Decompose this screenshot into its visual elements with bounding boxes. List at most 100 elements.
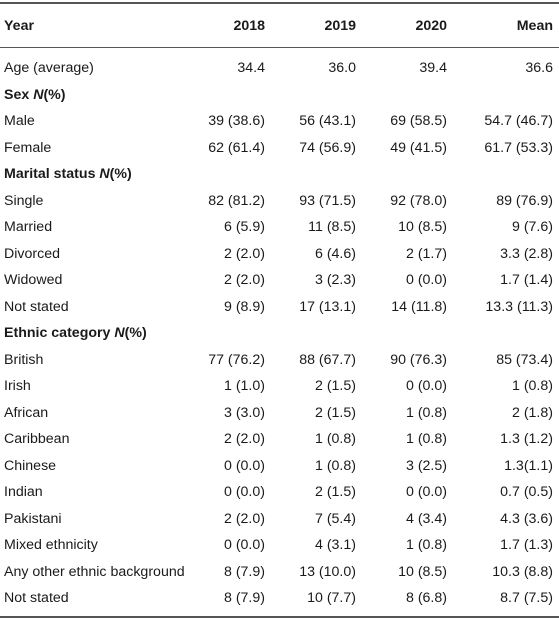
bottom-rule [0,616,559,618]
row-label: Indian [4,484,43,500]
section-label: Sex N(%) [4,82,66,108]
table-row: Female 62 (61.4) 74 (56.9) 49 (41.5) 61.7 (5… [0,135,559,161]
header-row: Year 2018 2019 2020 Mean [0,13,559,39]
cell-2018: 34.4 [237,60,265,76]
table-row: Mixed ethnicity 0 (0.0) 4 (3.1) 1 (0.8) 1.7 … [0,532,559,558]
cell-2019: 13 (10.0) [299,563,356,580]
header-rule [0,47,559,48]
cell-2020: 3 (2.5) [405,457,447,474]
cell-2019: 10 (7.7) [307,590,356,606]
cell-2018: 39 (38.6) [208,113,265,129]
cell-2018: 2 (2.0) [223,245,265,262]
cell-mean: 85 (73.4) [496,351,553,368]
cell-2018: 6 (5.9) [223,219,265,235]
table-row: Single 82 (81.2) 93 (71.5) 92 (78.0) 89 (76.… [0,188,559,214]
cell-2018: 0 (0.0) [223,537,265,553]
section-suffix: (%) [109,166,132,182]
cell-2018: 62 (61.4) [208,139,265,156]
row-label: African [4,404,49,421]
cell-2020: 0 (0.0) [405,484,447,500]
row-label: Pakistani [4,510,62,527]
header-cell-mean: Mean [516,18,553,34]
cell-mean: 89 (76.9) [496,192,553,209]
section-header-row: Ethnic category N(%) [0,320,559,346]
row-label: Married [4,219,53,235]
cell-mean: 4.3 (3.6) [500,510,553,527]
cell-2019: 3 (2.3) [314,272,356,288]
header-cell-2018: 2018 [233,18,265,34]
cell-2019: 2 (1.5) [314,378,356,394]
cell-mean: 10.3 (8.8) [492,563,553,580]
cell-2018: 8 (7.9) [223,590,265,606]
table-row: African 3 (3.0) 2 (1.5) 1 (0.8) 2 (1.8) [0,400,559,426]
cell-2019: 4 (3.1) [314,537,356,553]
section-suffix: (%) [124,325,147,341]
section-header-row: Sex N(%) [0,82,559,108]
section-suffix: (%) [43,86,66,103]
cell-2019: 6 (4.6) [314,245,356,262]
row-label: Age (average) [4,60,94,76]
table-row: Pakistani 2 (2.0) 7 (5.4) 4 (3.4) 4.3 (3.6) [0,506,559,532]
table-row: Male 39 (38.6) 56 (43.1) 69 (58.5) 54.7 (46.… [0,108,559,134]
cell-2020: 49 (41.5) [390,139,447,156]
section-title: Sex [4,86,34,103]
cell-mean: 2 (1.8) [511,404,553,421]
section-label: Marital status N(%) [4,161,132,187]
cell-2020: 4 (3.4) [405,510,447,527]
section-title: Marital status [4,166,100,182]
cell-mean: 61.7 (53.3) [484,139,553,156]
header-cell-2020: 2020 [415,18,447,34]
cell-2019: 1 (0.8) [314,431,356,447]
section-unit: N [99,166,110,182]
cell-2020: 90 (76.3) [390,351,447,368]
cell-2019: 56 (43.1) [299,113,356,129]
cell-mean: 13.3 (11.3) [485,298,553,315]
cell-2020: 8 (6.8) [405,590,447,606]
cell-2018: 9 (8.9) [223,298,265,315]
cell-mean: 1.7 (1.4) [500,272,553,288]
top-rule [0,2,559,4]
section-header-row: Marital status N(%) [0,161,559,187]
row-label: Any other ethnic background [4,563,185,580]
table-row: Age (average) 34.4 36.0 39.4 36.6 [0,55,559,81]
row-label: Divorced [4,245,60,262]
cell-2020: 1 (0.8) [405,431,447,447]
header-cell-2019: 2019 [324,18,356,34]
cell-2018: 2 (2.0) [223,510,265,527]
table-row: Not stated 9 (8.9) 17 (13.1) 14 (11.8) 13.3 … [0,294,559,320]
cell-2019: 93 (71.5) [299,192,356,209]
row-label: Female [4,139,52,156]
cell-mean: 3.3 (2.8) [500,245,553,262]
cell-2019: 2 (1.5) [314,484,356,500]
row-label: Widowed [4,272,63,288]
cell-2018: 8 (7.9) [223,563,265,580]
cell-2018: 0 (0.0) [223,484,265,500]
row-label: Chinese [4,457,57,474]
cell-2018: 2 (2.0) [223,431,265,447]
cell-2020: 1 (0.8) [405,537,447,553]
table-row: Indian 0 (0.0) 2 (1.5) 0 (0.0) 0.7 (0.5) [0,479,559,505]
cell-2019: 2 (1.5) [314,404,356,421]
row-label: British [4,351,44,368]
cell-mean: 1.3(1.1) [504,457,553,474]
cell-2018: 0 (0.0) [223,457,265,474]
table-row: Caribbean 2 (2.0) 1 (0.8) 1 (0.8) 1.3 (1.2) [0,426,559,452]
cell-2020: 92 (78.0) [390,192,447,209]
section-unit: N [114,325,125,341]
table-row: British 77 (76.2) 88 (67.7) 90 (76.3) 85 (73… [0,347,559,373]
cell-2019: 1 (0.8) [314,457,356,474]
cell-2019: 17 (13.1) [299,298,356,315]
table-row: Any other ethnic background 8 (7.9) 13 (10… [0,559,559,585]
row-label: Single [4,192,44,209]
row-label: Not stated [4,590,69,606]
cell-2020: 69 (58.5) [390,113,447,129]
table-row: Not stated 8 (7.9) 10 (7.7) 8 (6.8) 8.7 (7.5… [0,585,559,611]
cell-2019: 36.0 [328,60,356,76]
cell-2020: 10 (8.5) [398,219,447,235]
cell-mean: 1.3 (1.2) [500,431,553,447]
cell-2020: 10 (8.5) [398,563,447,580]
cell-2020: 2 (1.7) [405,245,447,262]
cell-2020: 0 (0.0) [405,378,447,394]
table-row: Divorced 2 (2.0) 6 (4.6) 2 (1.7) 3.3 (2.8) [0,241,559,267]
